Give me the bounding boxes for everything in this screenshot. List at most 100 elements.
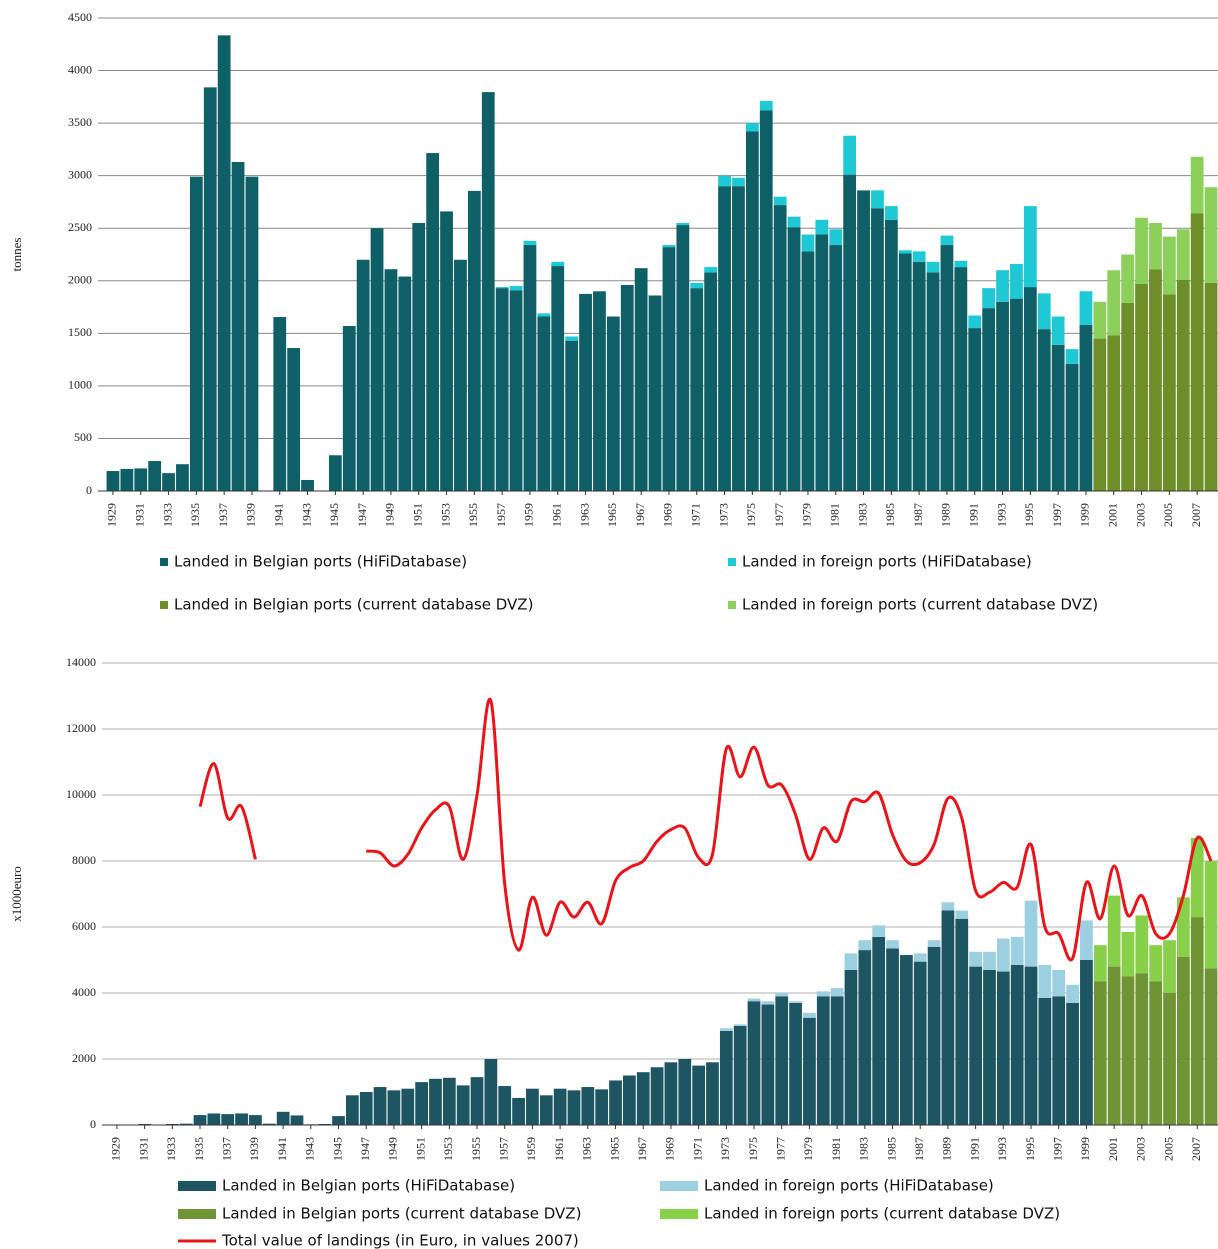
x-tick-label: 1997 (1050, 1137, 1064, 1161)
bar (801, 251, 815, 491)
bar (1051, 344, 1065, 491)
legend-label: Total value of landings (in Euro, in val… (221, 1232, 579, 1249)
bar (1052, 996, 1066, 1125)
bar (1065, 349, 1079, 364)
bar (1204, 968, 1218, 1125)
x-tick-label: 2001 (1106, 1137, 1120, 1161)
x-tick-label: 1961 (552, 1137, 566, 1161)
bar (1149, 269, 1162, 491)
bar (926, 272, 940, 491)
bar (523, 245, 537, 491)
x-tick-label: 1949 (386, 1137, 400, 1161)
bar (1010, 936, 1024, 965)
bar (676, 225, 690, 491)
x-tick-label: 1947 (355, 503, 369, 527)
legend-label: Landed in foreign ports (HiFiDatabase) (704, 1177, 994, 1195)
y-tick-label: 500 (74, 430, 92, 444)
bar (983, 969, 996, 1125)
bar (996, 270, 1009, 302)
bar (1079, 291, 1093, 325)
bar (1190, 837, 1204, 918)
x-tick-label: 1985 (883, 503, 897, 527)
x-tick-label: 1973 (718, 1137, 732, 1161)
bar (398, 276, 412, 491)
bar (620, 284, 634, 491)
bar (359, 1092, 373, 1125)
bar (1066, 1002, 1079, 1125)
x-tick-label: 1953 (441, 1137, 455, 1161)
legend-label: Landed in foreign ports (current databas… (742, 596, 1098, 614)
bar (342, 325, 356, 491)
x-tick-label: 1999 (1078, 503, 1092, 527)
bar (664, 1062, 678, 1125)
bar (816, 996, 830, 1125)
bar (1190, 156, 1204, 214)
x-tick-label: 1981 (828, 503, 842, 527)
bar (553, 1088, 567, 1125)
bar (871, 190, 884, 209)
x-tick-label: 1957 (494, 503, 508, 527)
bar (759, 110, 773, 492)
bar (481, 92, 495, 491)
bar (996, 938, 1010, 972)
legend-swatch (660, 1209, 698, 1219)
x-tick-label: 1967 (633, 503, 647, 527)
bar (565, 340, 579, 491)
bar (387, 1090, 401, 1125)
x-tick-label: 1963 (580, 1137, 594, 1161)
bar (803, 1012, 816, 1018)
bar (498, 1086, 512, 1125)
bar (1121, 931, 1135, 977)
bar (106, 471, 120, 491)
bar (120, 468, 134, 491)
x-tick-label: 1995 (1023, 1137, 1037, 1161)
bar (1204, 187, 1218, 283)
bar (1093, 301, 1107, 339)
bar (356, 259, 370, 491)
bar (872, 925, 886, 937)
bar (1107, 966, 1121, 1125)
legend-swatch (178, 1181, 216, 1191)
bar (648, 295, 662, 491)
bar (927, 940, 941, 947)
bar (1065, 363, 1079, 491)
x-tick-label: 1955 (466, 503, 480, 527)
bar (1051, 316, 1065, 345)
bar (148, 461, 162, 491)
legend-label: Landed in Belgian ports (HiFiDatabase) (222, 1177, 515, 1195)
x-tick-label: 1941 (272, 503, 286, 527)
bar (704, 267, 718, 273)
x-tick-label: 1931 (133, 503, 147, 527)
bar (983, 951, 996, 970)
x-tick-label: 1935 (192, 1137, 206, 1161)
bar (927, 946, 941, 1125)
bar (606, 316, 620, 491)
bar (898, 253, 912, 491)
bar (747, 1001, 761, 1125)
x-tick-label: 1997 (1050, 503, 1064, 527)
bar (636, 1072, 650, 1125)
legend-swatch (160, 558, 168, 566)
bar (745, 131, 759, 491)
bar (495, 287, 509, 289)
bar (537, 316, 551, 491)
bar (623, 1075, 636, 1125)
x-tick-label: 2005 (1161, 1137, 1175, 1161)
bar (1023, 206, 1037, 288)
y-tick-label: 1500 (68, 325, 92, 339)
x-tick-label: 1947 (358, 1137, 372, 1161)
bar (1037, 329, 1051, 491)
x-tick-label: 1939 (247, 1137, 261, 1161)
bar (954, 260, 968, 268)
bar (537, 313, 551, 317)
bar (249, 1115, 262, 1125)
bar (718, 186, 731, 491)
bar (996, 971, 1010, 1125)
bar (898, 250, 912, 254)
bar (775, 993, 789, 997)
legend-label: Landed in foreign ports (HiFiDatabase) (742, 553, 1032, 571)
bar (509, 286, 523, 291)
y-tick-label: 4000 (72, 985, 96, 999)
x-tick-label: 1953 (438, 503, 452, 527)
bar (912, 261, 926, 491)
